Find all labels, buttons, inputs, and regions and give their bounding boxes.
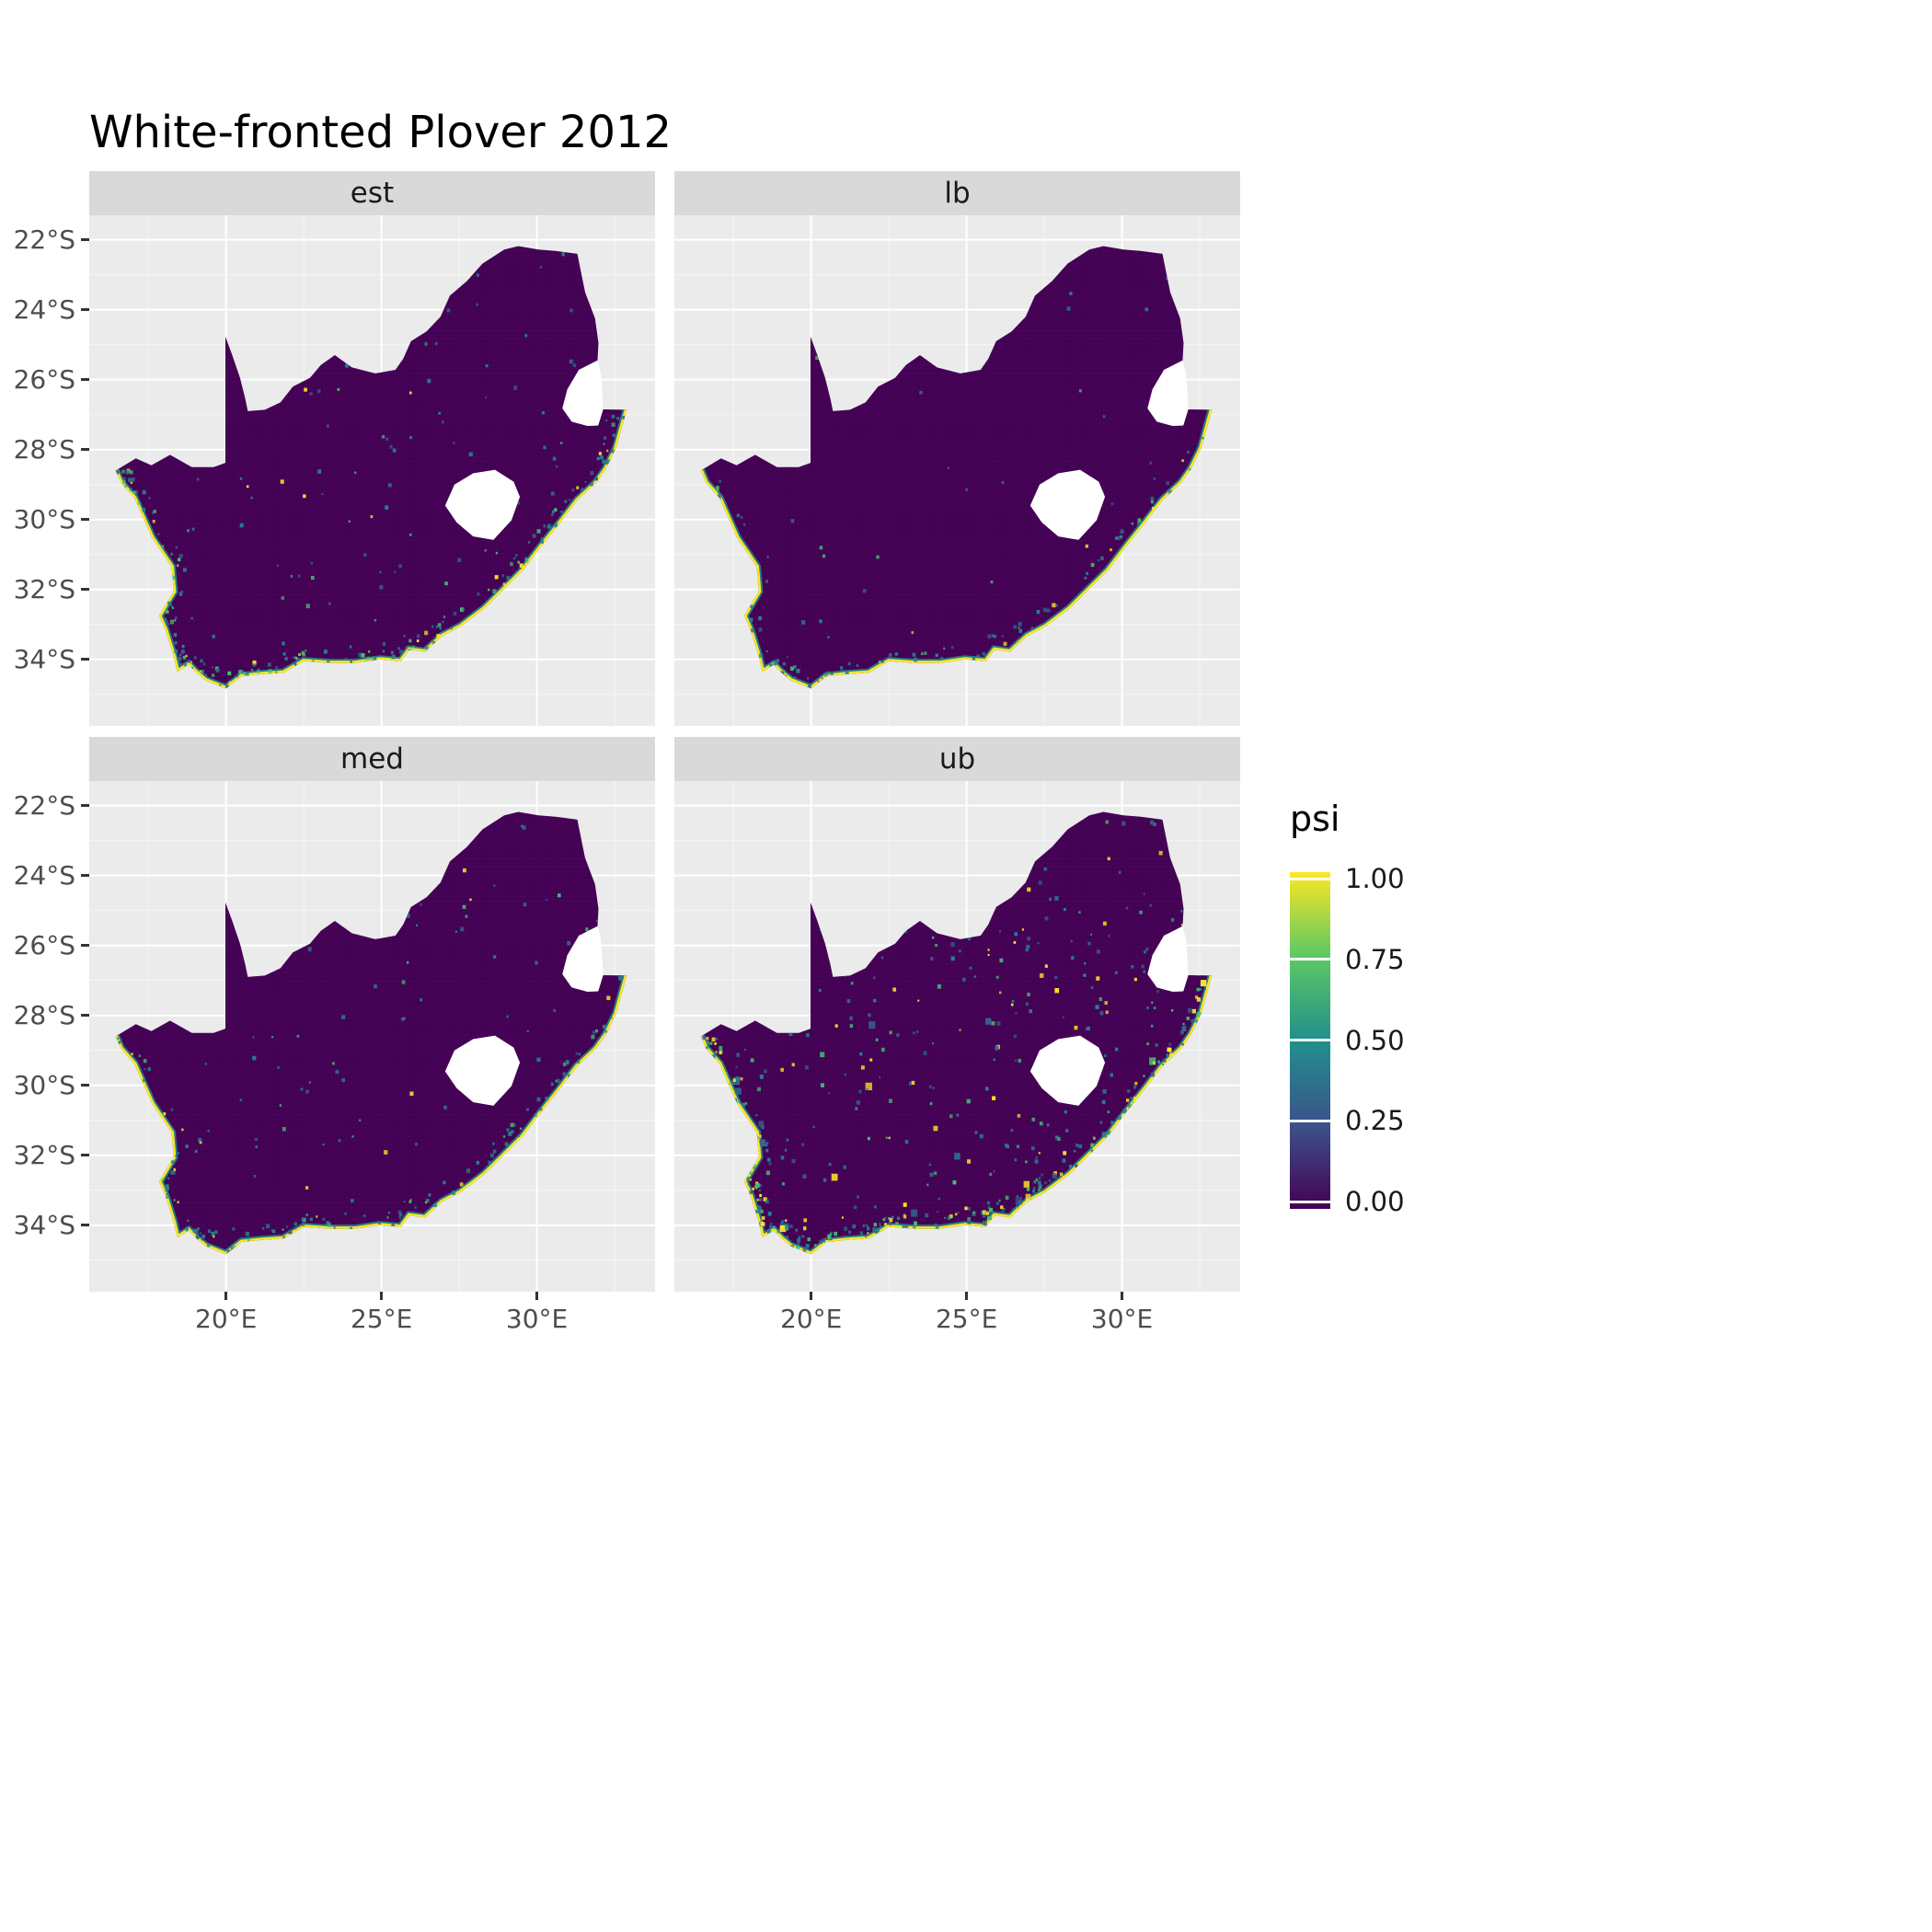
- x-tick-mark: [1121, 1292, 1124, 1300]
- facet-panel-est: [89, 215, 655, 726]
- y-tick-label: 26°S: [13, 363, 75, 395]
- lesotho-hole: [444, 1035, 521, 1106]
- eswatini-hole: [1147, 360, 1189, 426]
- y-tick-mark: [81, 378, 89, 382]
- y-tick-mark: [81, 804, 89, 808]
- facet-strip-lb: lb: [674, 171, 1240, 215]
- y-tick-mark: [81, 518, 89, 522]
- facet-strip-label: ub: [938, 742, 976, 776]
- facet-strip-label: lb: [944, 177, 971, 210]
- lesotho-hole: [1029, 1035, 1106, 1106]
- legend-tick-mark: [1290, 1119, 1330, 1122]
- legend-tick-label: 0.50: [1345, 1024, 1405, 1056]
- y-tick-label: 22°S: [13, 789, 75, 821]
- y-tick-label: 24°S: [13, 859, 75, 891]
- facet-strip-ub: ub: [674, 737, 1240, 781]
- x-tick-mark: [810, 1292, 813, 1300]
- map-svg-est: [89, 215, 655, 726]
- legend-tick-label: 0.75: [1345, 943, 1405, 975]
- legend-tick-label: 0.00: [1345, 1186, 1405, 1217]
- y-tick-label: 28°S: [13, 999, 75, 1030]
- chart-title: White-fronted Plover 2012: [89, 107, 673, 158]
- raster-cell-texture: [700, 811, 1213, 1255]
- y-tick-mark: [81, 448, 89, 452]
- y-tick-label: 24°S: [13, 293, 75, 325]
- y-tick-label: 34°S: [13, 1209, 75, 1240]
- y-tick-mark: [81, 308, 89, 312]
- facet-strip-med: med: [89, 737, 655, 781]
- facet-panel-lb: [674, 215, 1240, 726]
- x-tick-mark: [965, 1292, 969, 1300]
- legend-tick-mark: [1290, 877, 1330, 880]
- x-tick-mark: [380, 1292, 384, 1300]
- y-tick-mark: [81, 944, 89, 948]
- lesotho-hole: [1029, 469, 1106, 540]
- x-tick-label: 20°E: [780, 1304, 843, 1334]
- legend: psi 1.00 0.75 0.50 0.25 0.00: [1290, 799, 1405, 1215]
- x-tick-mark: [535, 1292, 539, 1300]
- y-tick-mark: [81, 1154, 89, 1157]
- y-tick-label: 28°S: [13, 433, 75, 465]
- x-tick-label: 30°E: [505, 1304, 569, 1334]
- y-tick-mark: [81, 238, 89, 242]
- y-tick-mark: [81, 874, 89, 878]
- eswatini-hole: [1147, 926, 1189, 992]
- y-tick-label: 32°S: [13, 1139, 75, 1170]
- x-tick-mark: [224, 1292, 228, 1300]
- y-tick-label: 30°S: [13, 503, 75, 535]
- y-tick-label: 30°S: [13, 1069, 75, 1100]
- y-tick-mark: [81, 588, 89, 592]
- legend-tick-mark: [1290, 1200, 1330, 1203]
- eswatini-hole: [562, 360, 604, 426]
- facet-panel-ub: [674, 781, 1240, 1292]
- y-tick-label: 22°S: [13, 224, 75, 255]
- y-tick-mark: [81, 658, 89, 661]
- x-tick-label: 25°E: [935, 1304, 998, 1334]
- y-tick-mark: [81, 1084, 89, 1087]
- lesotho-hole: [444, 469, 521, 540]
- y-tick-label: 32°S: [13, 573, 75, 604]
- facet-strip-label: med: [340, 742, 404, 776]
- y-tick-mark: [81, 1224, 89, 1227]
- y-tick-label: 26°S: [13, 929, 75, 960]
- legend-tick-mark: [1290, 958, 1330, 961]
- x-tick-label: 20°E: [195, 1304, 258, 1334]
- facet-panel-med: [89, 781, 655, 1292]
- raster-cell-texture: [700, 246, 1213, 689]
- legend-title: psi: [1290, 799, 1340, 839]
- raster-cell-texture: [115, 246, 627, 689]
- map-svg-med: [89, 781, 655, 1292]
- y-tick-label: 34°S: [13, 643, 75, 674]
- eswatini-hole: [562, 926, 604, 992]
- legend-tick-mark: [1290, 1039, 1330, 1041]
- y-tick-mark: [81, 1014, 89, 1018]
- legend-tick-label: 0.25: [1345, 1105, 1405, 1137]
- map-svg-lb: [674, 215, 1240, 726]
- x-tick-label: 30°E: [1090, 1304, 1154, 1334]
- facet-strip-est: est: [89, 171, 655, 215]
- map-svg-ub: [674, 781, 1240, 1292]
- raster-cell-texture: [115, 811, 627, 1255]
- facet-strip-label: est: [350, 177, 395, 210]
- x-tick-label: 25°E: [350, 1304, 413, 1334]
- legend-tick-label: 1.00: [1345, 863, 1405, 894]
